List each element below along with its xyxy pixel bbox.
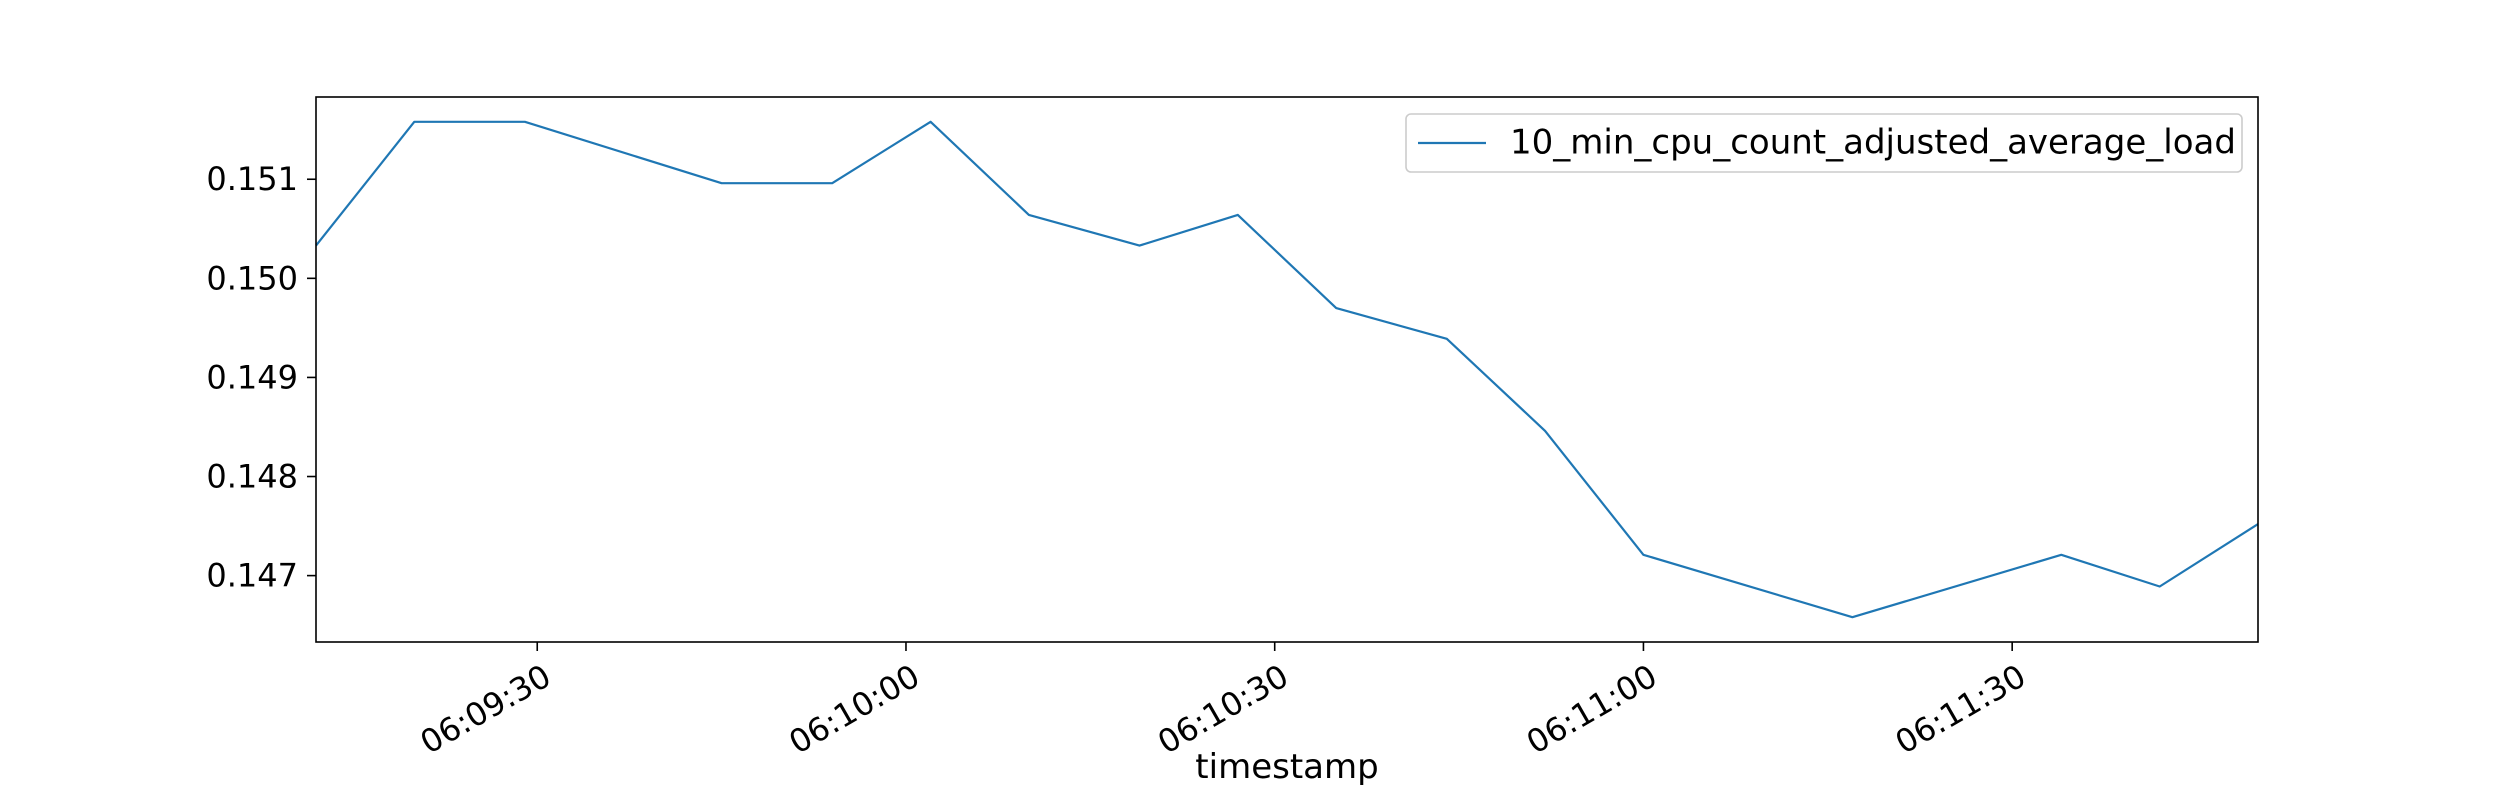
series-line-0 [315, 120, 2259, 619]
y-tick-label: 0.149 [206, 358, 298, 396]
y-tick-label: 0.151 [206, 160, 298, 198]
legend: 10_min_cpu_count_adjusted_average_load [1405, 113, 2243, 173]
x-axis-label: timestamp [1195, 747, 1378, 787]
y-tick-label: 0.150 [206, 259, 298, 297]
y-axis: 0.147 0.148 0.149 0.150 0.151 [206, 160, 316, 595]
series-layer [315, 120, 2259, 619]
legend-box [1405, 113, 2243, 173]
legend-entry-label: 10_min_cpu_count_adjusted_average_load [1510, 123, 2236, 163]
plot-area-frame [315, 96, 2259, 643]
y-tick-label: 0.147 [206, 557, 298, 595]
y-tick-label: 0.148 [206, 458, 298, 496]
